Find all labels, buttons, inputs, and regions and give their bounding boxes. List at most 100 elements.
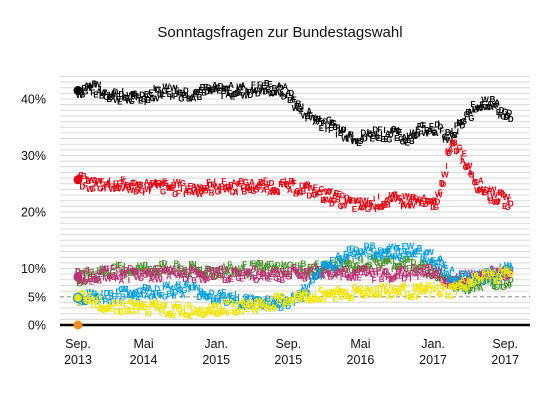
poll-point: B: [379, 275, 385, 284]
poll-point: D: [280, 294, 286, 303]
poll-point: I: [301, 266, 303, 275]
poll-point: D: [332, 264, 338, 273]
poll-point: F: [418, 130, 423, 139]
poll-point: D: [210, 296, 216, 305]
poll-point: W: [483, 270, 491, 279]
poll-point: E: [176, 305, 182, 314]
poll-point: W: [223, 186, 231, 195]
poll-point: I: [439, 268, 441, 277]
x-tick-label: Jan.: [421, 337, 445, 351]
poll-point: W: [457, 281, 465, 290]
poll-point: I: [472, 175, 474, 184]
poll-point: G: [82, 87, 88, 96]
poll-point: F: [278, 294, 283, 303]
poll-point: B: [206, 307, 212, 316]
poll-point: W: [341, 134, 349, 143]
poll-point: B: [296, 99, 302, 108]
poll-point: G: [100, 306, 106, 315]
poll-point: B: [186, 302, 192, 311]
poll-point: D: [163, 265, 169, 274]
poll-point: G: [419, 121, 425, 130]
poll-point: D: [377, 285, 383, 294]
poll-point: F: [159, 91, 164, 100]
poll-point: I: [432, 271, 434, 280]
poll-point: B: [404, 255, 410, 264]
poll-point: B: [145, 96, 151, 105]
poll-point: B: [126, 183, 132, 192]
poll-point: G: [368, 131, 374, 140]
poll-point: D: [132, 290, 138, 299]
poll-point: E: [224, 268, 230, 277]
poll-point: B: [322, 260, 328, 269]
poll-point: B: [169, 184, 175, 193]
poll-point: I: [449, 274, 451, 283]
poll-point: I: [254, 261, 256, 270]
poll-point: D: [129, 267, 135, 276]
poll-point: B: [77, 299, 83, 308]
poll-point: A: [305, 270, 311, 279]
poll-point: E: [486, 276, 492, 285]
poll-point: F: [98, 272, 103, 281]
poll-point: E: [429, 281, 435, 290]
poll-point: E: [307, 268, 313, 277]
x-tick-label: 2015: [274, 353, 302, 367]
poll-point: F: [438, 188, 443, 197]
poll-point: E: [292, 264, 298, 273]
poll-point: G: [153, 264, 159, 273]
poll-point: A: [96, 88, 102, 97]
poll-point: G: [472, 178, 478, 187]
poll-point: G: [156, 85, 162, 94]
poll-point: E: [236, 268, 242, 277]
poll-point: I: [258, 302, 260, 311]
poll-point: W: [325, 187, 333, 196]
poll-point: G: [129, 307, 135, 316]
poll-point: F: [246, 88, 251, 97]
poll-point: G: [269, 299, 275, 308]
poll-point: D: [458, 282, 464, 291]
poll-point: I: [340, 274, 342, 283]
poll-point: W: [350, 137, 358, 146]
poll-point: F: [381, 200, 386, 209]
poll-point: G: [132, 90, 138, 99]
poll-point: I: [189, 283, 191, 292]
poll-point: W: [195, 265, 203, 274]
poll-point: B: [93, 291, 99, 300]
poll-point: W: [445, 136, 453, 145]
poll-point: F: [470, 100, 475, 109]
poll-point: W: [196, 190, 204, 199]
poll-point: G: [194, 266, 200, 275]
poll-point: W: [230, 266, 238, 275]
poll-point: A: [124, 268, 130, 277]
poll-point: G: [103, 93, 109, 102]
poll-point: D: [499, 189, 505, 198]
poll-point: F: [218, 265, 223, 274]
poll-point: D: [410, 264, 416, 273]
poll-point: W: [375, 290, 383, 299]
poll-point: F: [236, 180, 241, 189]
poll-point: E: [197, 309, 203, 318]
poll-point: W: [390, 195, 398, 204]
poll-point: B: [182, 91, 188, 100]
poll-point: G: [350, 197, 356, 206]
poll-point: E: [337, 264, 343, 273]
poll-point: B: [284, 180, 290, 189]
poll-point: B: [274, 299, 280, 308]
poll-point: G: [468, 114, 474, 123]
poll-point: D: [484, 271, 490, 280]
poll-point: A: [408, 197, 414, 206]
election-result-marker: [72, 292, 84, 304]
poll-point: E: [116, 261, 122, 270]
poll-point: G: [431, 259, 437, 268]
poll-point: W: [95, 177, 103, 186]
poll-point: D: [182, 275, 188, 284]
poll-point: A: [189, 188, 195, 197]
poll-point: F: [103, 297, 108, 306]
x-tick-label: Sep.: [492, 337, 518, 351]
poll-point: F: [457, 285, 462, 294]
poll-point: A: [203, 274, 209, 283]
poll-point: I: [245, 86, 247, 95]
poll-point: B: [451, 276, 457, 285]
poll-point: I: [292, 261, 294, 270]
poll-point: G: [335, 285, 341, 294]
poll-point: D: [243, 271, 249, 280]
